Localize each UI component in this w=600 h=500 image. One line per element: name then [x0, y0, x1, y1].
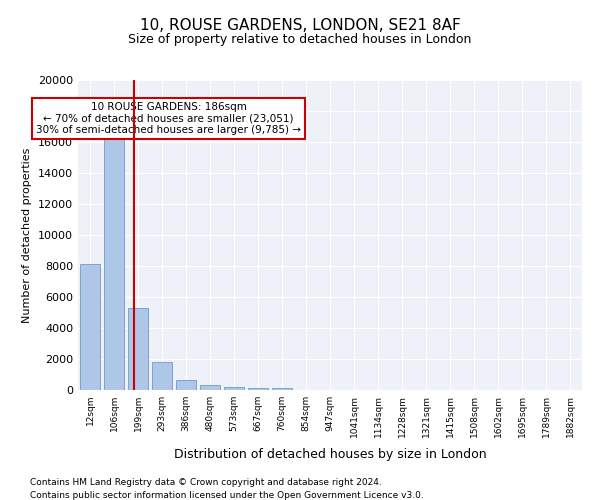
Bar: [176, 380, 196, 390]
Bar: [248, 388, 268, 390]
Text: Contains public sector information licensed under the Open Government Licence v3: Contains public sector information licen…: [30, 490, 424, 500]
Bar: [80, 264, 100, 390]
Bar: [152, 362, 172, 390]
Bar: [200, 385, 220, 390]
X-axis label: Distribution of detached houses by size in London: Distribution of detached houses by size …: [173, 448, 487, 461]
Bar: [104, 134, 124, 390]
Y-axis label: Number of detached properties: Number of detached properties: [22, 148, 32, 322]
Bar: [128, 308, 148, 390]
Bar: [224, 387, 244, 390]
Text: 10, ROUSE GARDENS, LONDON, SE21 8AF: 10, ROUSE GARDENS, LONDON, SE21 8AF: [140, 18, 460, 32]
Text: Size of property relative to detached houses in London: Size of property relative to detached ho…: [128, 32, 472, 46]
Text: Contains HM Land Registry data © Crown copyright and database right 2024.: Contains HM Land Registry data © Crown c…: [30, 478, 382, 487]
Text: 10 ROUSE GARDENS: 186sqm
← 70% of detached houses are smaller (23,051)
30% of se: 10 ROUSE GARDENS: 186sqm ← 70% of detach…: [36, 102, 301, 135]
Bar: [272, 388, 292, 390]
